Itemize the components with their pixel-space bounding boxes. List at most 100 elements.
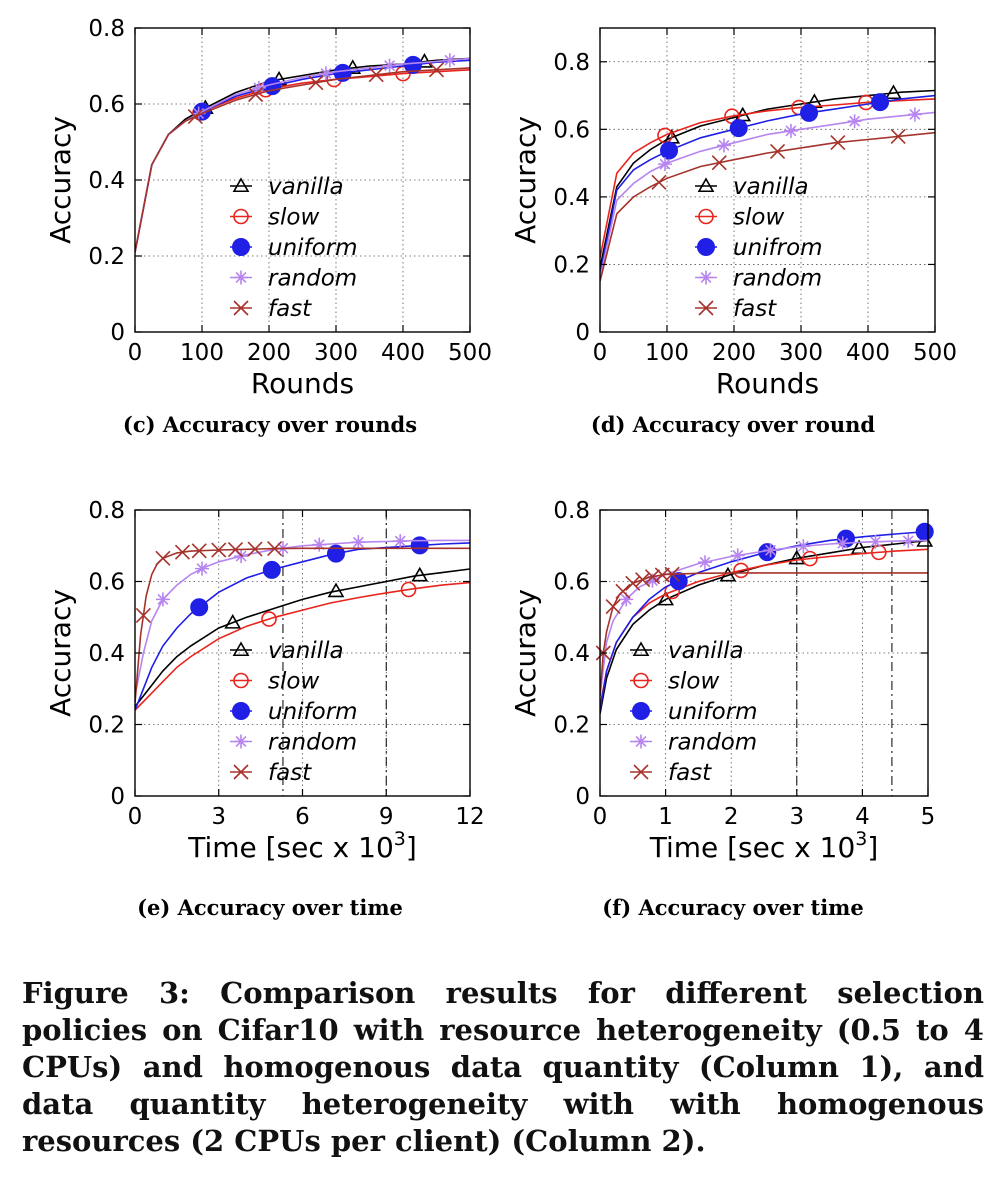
x-tick-label: 4	[855, 804, 870, 830]
y-tick-label: 0.6	[553, 117, 590, 143]
dot-marker	[915, 522, 934, 541]
legend-item-vanilla: vanilla	[230, 174, 344, 200]
legend: vanilla slow unifrom random fast	[695, 174, 823, 322]
legend: vanilla slow uniform random fast	[230, 638, 358, 786]
legend-label: random	[668, 730, 757, 756]
asterisk-marker	[251, 80, 266, 95]
x-tick-label: 3	[789, 804, 804, 830]
x-marker	[155, 550, 171, 566]
y-tick-label: 0.8	[88, 16, 125, 42]
x-axis-label: Time [sec x 103]	[649, 828, 879, 864]
asterisk-marker	[234, 270, 248, 285]
legend-item-uniform: uniform	[230, 235, 358, 261]
legend-item-random: random	[695, 266, 822, 292]
legend-label: random	[268, 266, 357, 292]
circle-marker	[261, 611, 277, 627]
dot-marker	[837, 529, 855, 548]
y-tick-label: 0.8	[553, 498, 590, 524]
y-tick-label: 0.4	[553, 641, 590, 667]
legend: vanilla slow uniform random fast	[630, 638, 758, 786]
series-markers-fast	[595, 566, 680, 661]
legend-label: random	[733, 266, 822, 292]
legend-label: fast	[733, 296, 777, 322]
x-marker	[605, 598, 621, 615]
legend-item-uniform: unifrom	[695, 235, 823, 261]
series-line-uniform	[135, 542, 470, 711]
asterisk-marker	[716, 138, 731, 153]
asterisk-marker	[783, 123, 798, 138]
x-tick-label: 12	[455, 804, 484, 830]
legend-label: vanilla	[733, 174, 809, 200]
series-line-fast	[600, 572, 928, 696]
series-line-fast	[135, 67, 470, 253]
asterisk-marker	[312, 537, 327, 552]
x-tick-label: 300	[314, 340, 358, 366]
legend-item-fast: fast	[630, 760, 712, 786]
legend-item-vanilla: vanilla	[230, 638, 344, 664]
y-tick-label: 0	[575, 320, 590, 346]
series-line-slow	[600, 98, 935, 258]
y-axis-label: Accuracy	[44, 116, 77, 244]
series-line-random	[600, 539, 928, 696]
series-line-uniform	[600, 530, 928, 711]
asterisk-marker	[195, 561, 209, 576]
y-tick-label: 0.8	[553, 50, 590, 76]
x-marker	[890, 128, 906, 144]
asterisk-marker	[847, 114, 862, 129]
asterisk-marker	[318, 66, 333, 81]
series-markers-random	[657, 107, 922, 172]
x-marker	[135, 607, 151, 624]
circle-marker	[633, 672, 649, 689]
x-tick-label: 0	[593, 804, 608, 830]
asterisk-marker	[382, 58, 397, 73]
y-tick-label: 0.2	[88, 713, 125, 739]
subplot-caption: (e) Accuracy over time	[137, 895, 403, 920]
x-axis-label-text: Time [sec x 10	[187, 831, 394, 864]
circle-marker	[657, 127, 673, 144]
legend-label: slow	[733, 205, 784, 231]
x-marker	[211, 542, 227, 558]
asterisk-marker	[835, 536, 850, 551]
legend-label: unifrom	[733, 235, 823, 261]
subplot-caption: (c) Accuracy over rounds	[123, 412, 417, 437]
legend-item-random: random	[630, 730, 757, 756]
series-markers-vanilla	[663, 84, 902, 144]
legend-label: slow	[268, 205, 319, 231]
x-marker	[698, 300, 714, 316]
x-marker	[308, 75, 324, 91]
x-tick-label: 400	[381, 340, 425, 366]
x-marker	[769, 143, 786, 160]
y-axis-label: Accuracy	[509, 116, 542, 244]
legend-item-fast: fast	[695, 296, 777, 322]
x-tick-label: 500	[448, 340, 492, 366]
series-markers-uniform	[669, 522, 934, 591]
chart-panel-2: 0 3 6 9 12 0 0.2 0.4 0.6 0.8 Time [sec x 103] Accur…	[44, 498, 485, 920]
legend-label: fast	[668, 760, 712, 786]
x-marker	[191, 543, 207, 559]
x-axis-label: Rounds	[716, 367, 819, 400]
triangle-marker	[224, 614, 242, 629]
x-tick-label: 9	[379, 804, 394, 830]
series-line-vanilla	[135, 568, 470, 708]
dot-marker	[800, 103, 819, 122]
series-markers-vanilla	[224, 566, 429, 629]
triangle-marker	[411, 566, 429, 582]
x-axis-label-sup: 3	[855, 828, 867, 850]
x-axis-label-suffix: ]	[406, 831, 417, 864]
x-marker	[368, 67, 384, 83]
x-tick-label: 200	[712, 340, 756, 366]
x-marker	[830, 134, 846, 151]
asterisk-marker	[697, 555, 712, 570]
x-tick-label: 0	[593, 340, 608, 366]
x-marker	[428, 62, 445, 78]
asterisk-marker	[699, 270, 713, 285]
legend-item-uniform: uniform	[630, 699, 758, 725]
x-marker	[635, 572, 651, 588]
series-markers-uniform	[190, 536, 429, 617]
x-marker	[248, 86, 264, 103]
dot-marker	[404, 55, 423, 74]
series-line-slow	[135, 581, 470, 711]
series-markers-fast	[187, 62, 445, 125]
x-tick-label: 2	[724, 804, 739, 830]
